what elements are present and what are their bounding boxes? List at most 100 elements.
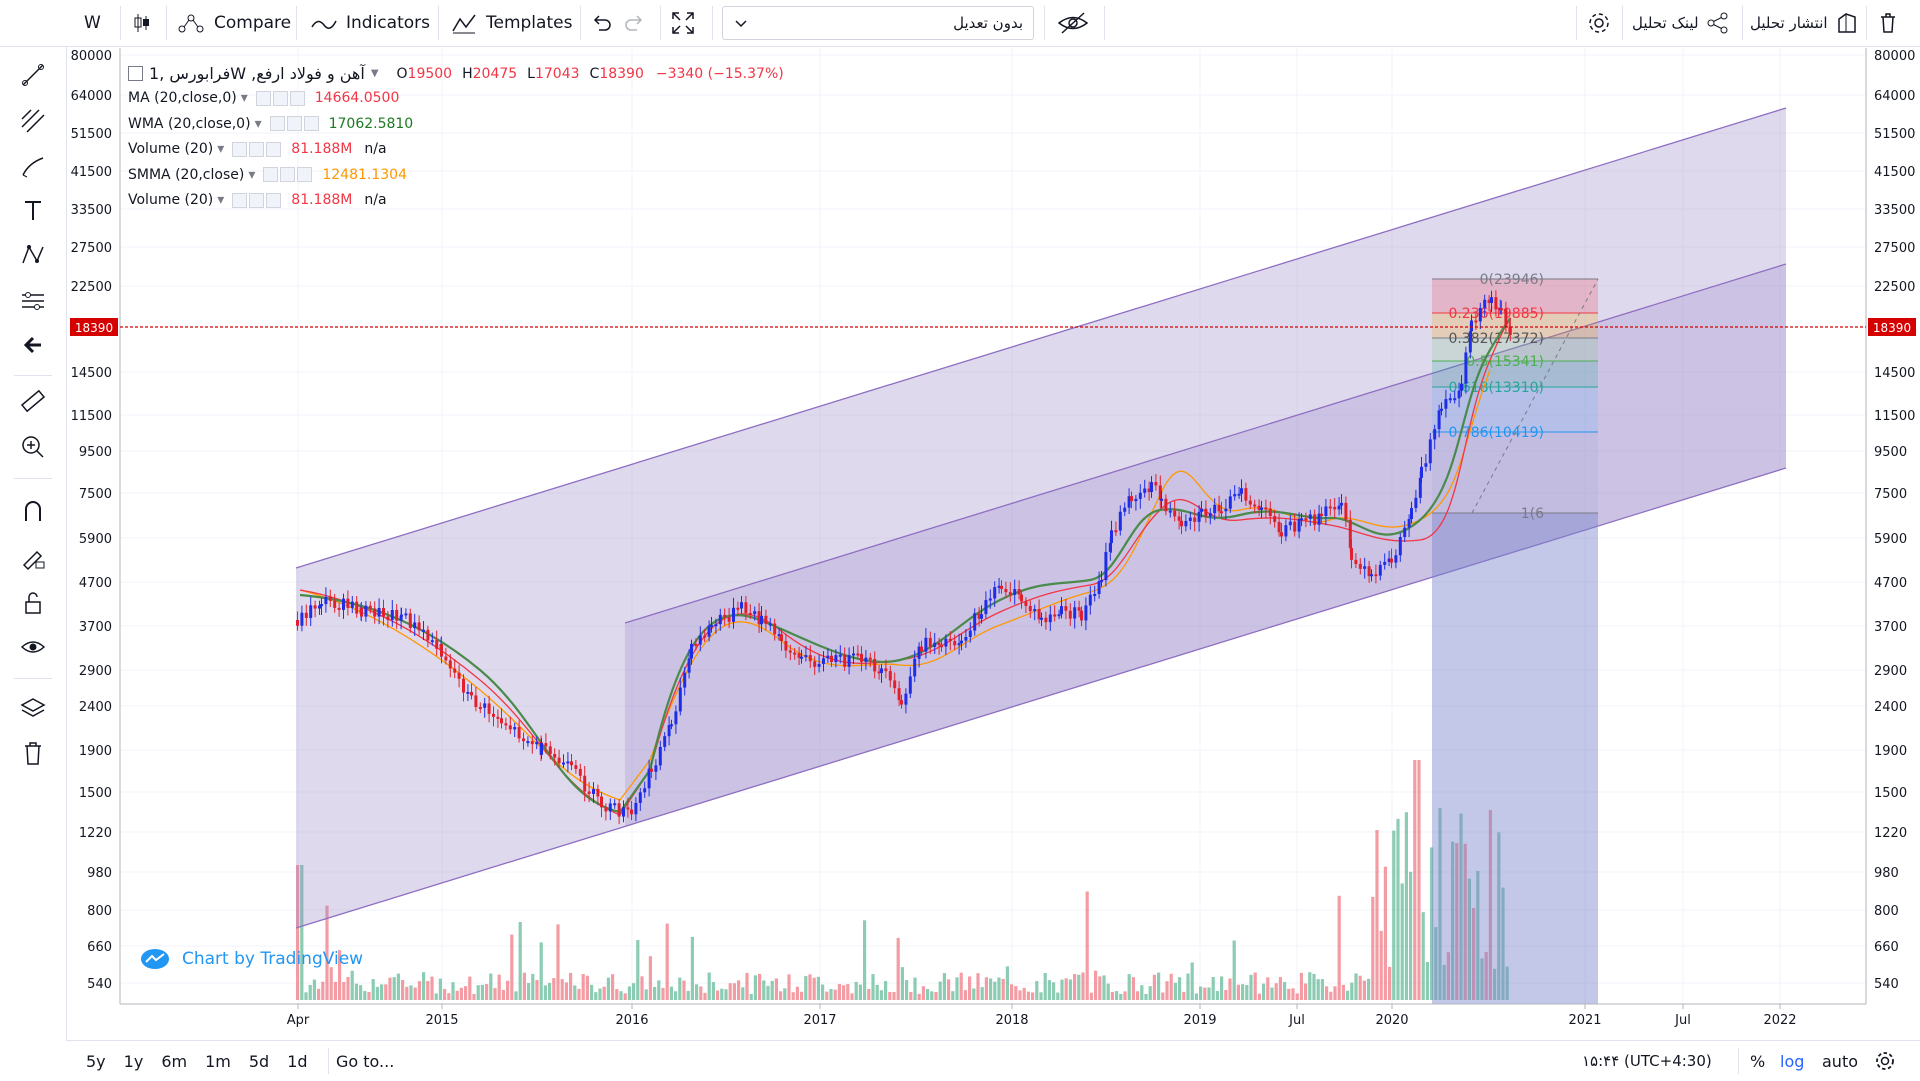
tradingview-watermark[interactable]: Chart by TradingView xyxy=(140,948,363,970)
candle-body xyxy=(1420,466,1423,478)
undo-button[interactable] xyxy=(590,0,612,46)
visibility-icon[interactable] xyxy=(263,167,279,182)
range-button[interactable]: 6m xyxy=(161,1051,188,1071)
volume-bar xyxy=(1257,993,1261,1000)
fib-tools-icon[interactable] xyxy=(14,102,52,140)
chevron-down-icon[interactable]: ▼ xyxy=(370,68,379,79)
trend-line-icon[interactable] xyxy=(14,56,52,94)
price-axis-label-right: 1220 xyxy=(1874,826,1907,841)
chart-settings-button[interactable] xyxy=(1874,1041,1896,1081)
channel-mid-line xyxy=(624,263,1787,624)
magnet-icon[interactable] xyxy=(14,492,52,530)
chart-style-button[interactable] xyxy=(130,0,154,46)
range-button[interactable]: 1m xyxy=(205,1051,231,1071)
settings-icon[interactable] xyxy=(286,116,302,131)
volume-bar xyxy=(1383,866,1387,1000)
lock-drawing-icon[interactable] xyxy=(14,538,52,576)
publish-analysis-button[interactable]: انتشار تحلیل xyxy=(1750,0,1860,46)
chevron-down-icon[interactable]: ▾ xyxy=(254,115,262,132)
settings-button[interactable] xyxy=(1586,0,1612,46)
candle-body xyxy=(997,585,1001,588)
timezone-label[interactable]: ۱۵:۴۴ (UTC+4:30) xyxy=(1582,1041,1712,1081)
fullscreen-button[interactable] xyxy=(670,0,696,46)
auto-toggle[interactable]: auto xyxy=(1822,1041,1858,1081)
adjustment-select[interactable]: بدون تعدیل xyxy=(722,6,1034,40)
candle-body xyxy=(1394,555,1398,563)
remove-icon[interactable] xyxy=(303,116,319,131)
remove-icon[interactable] xyxy=(266,192,282,208)
chevron-down-icon[interactable]: ▾ xyxy=(217,141,225,157)
time-axis-label: 2017 xyxy=(803,1013,836,1028)
pattern-tool-icon[interactable] xyxy=(14,236,52,274)
indicator-controls[interactable] xyxy=(255,90,307,106)
volume-bar xyxy=(942,973,946,1000)
indicator-legend-row[interactable]: MA (20,close,0) ▾ 14664.0500 xyxy=(128,90,399,106)
layers-icon[interactable] xyxy=(14,690,52,728)
settings-icon[interactable] xyxy=(272,90,288,106)
price-axis-label-right: 9500 xyxy=(1874,445,1907,460)
trash-icon[interactable] xyxy=(14,734,52,772)
link-analysis-button[interactable]: لینک تحلیل xyxy=(1632,0,1731,46)
range-button[interactable]: 5d xyxy=(248,1051,270,1071)
symbol-title: فرابورس ,1W ,آهن و فولاد ارفع xyxy=(149,64,365,83)
range-button[interactable]: 1y xyxy=(123,1051,144,1071)
eye-icon[interactable] xyxy=(14,628,52,666)
remove-icon[interactable] xyxy=(297,167,313,182)
brush-icon[interactable] xyxy=(14,148,52,186)
indicator-controls[interactable] xyxy=(269,116,321,131)
indicator-legend-row[interactable]: WMA (20,close,0) ▾ 17062.5810 xyxy=(128,116,413,132)
text-tool-icon[interactable] xyxy=(14,192,52,230)
volume-bar xyxy=(405,986,409,1000)
candle-body xyxy=(1004,588,1008,593)
collapse-icon[interactable] xyxy=(128,66,143,81)
candle-body xyxy=(1313,514,1317,525)
volume-bar xyxy=(846,984,850,1000)
zoom-in-icon[interactable] xyxy=(14,428,52,466)
visibility-icon[interactable] xyxy=(232,141,248,157)
candle-body xyxy=(1308,514,1312,519)
back-arrow-icon[interactable] xyxy=(14,326,52,364)
redo-icon xyxy=(625,15,643,31)
settings-icon[interactable] xyxy=(280,167,296,182)
lock-icon[interactable] xyxy=(14,584,52,622)
indicator-controls[interactable] xyxy=(232,192,283,208)
forecast-tool-icon[interactable] xyxy=(14,282,52,320)
hide-drawings-button[interactable] xyxy=(1056,0,1090,46)
visibility-icon[interactable] xyxy=(255,90,271,106)
remove-icon[interactable] xyxy=(266,141,282,157)
compare-button[interactable]: Compare xyxy=(176,0,291,46)
indicator-legend-row[interactable]: SMMA (20,close) ▾ 12481.1304 xyxy=(128,167,407,183)
redo-button[interactable] xyxy=(624,0,646,46)
indicator-legend-row[interactable]: Volume (20) ▾ 81.188M n/a xyxy=(128,192,387,208)
volume-bar xyxy=(1215,991,1219,1000)
chevron-down-icon[interactable]: ▾ xyxy=(248,166,256,183)
goto-button[interactable]: Go to... xyxy=(336,1041,394,1081)
chevron-down-icon[interactable]: ▾ xyxy=(240,90,248,106)
indicators-button[interactable]: Indicators xyxy=(310,0,430,46)
indicator-legend-row[interactable]: Volume (20) ▾ 81.188M n/a xyxy=(128,141,387,157)
settings-icon[interactable] xyxy=(249,192,265,208)
fib-zone xyxy=(1432,313,1598,338)
volume-bar xyxy=(699,986,703,1000)
settings-icon[interactable] xyxy=(249,141,265,157)
templates-button[interactable]: Templates xyxy=(450,0,572,46)
delete-button[interactable] xyxy=(1876,0,1900,46)
price-axis-label-right: 980 xyxy=(1874,866,1899,881)
range-button[interactable]: 5y xyxy=(86,1051,106,1071)
candle-body xyxy=(613,803,617,806)
candle-body xyxy=(993,587,997,599)
volume-bar xyxy=(724,989,728,1000)
indicator-controls[interactable] xyxy=(263,167,314,182)
range-button[interactable]: 1d xyxy=(287,1051,308,1071)
interval-button[interactable]: W xyxy=(84,0,101,46)
price-axis-label-right: 3700 xyxy=(1874,620,1907,635)
log-toggle[interactable]: log xyxy=(1780,1041,1804,1081)
percent-toggle[interactable]: % xyxy=(1750,1041,1765,1081)
remove-icon[interactable] xyxy=(289,90,305,106)
chevron-down-icon[interactable]: ▾ xyxy=(217,192,225,208)
ruler-icon[interactable] xyxy=(14,382,52,420)
indicator-controls[interactable] xyxy=(232,141,283,157)
visibility-icon[interactable] xyxy=(232,192,248,208)
visibility-icon[interactable] xyxy=(269,116,285,131)
